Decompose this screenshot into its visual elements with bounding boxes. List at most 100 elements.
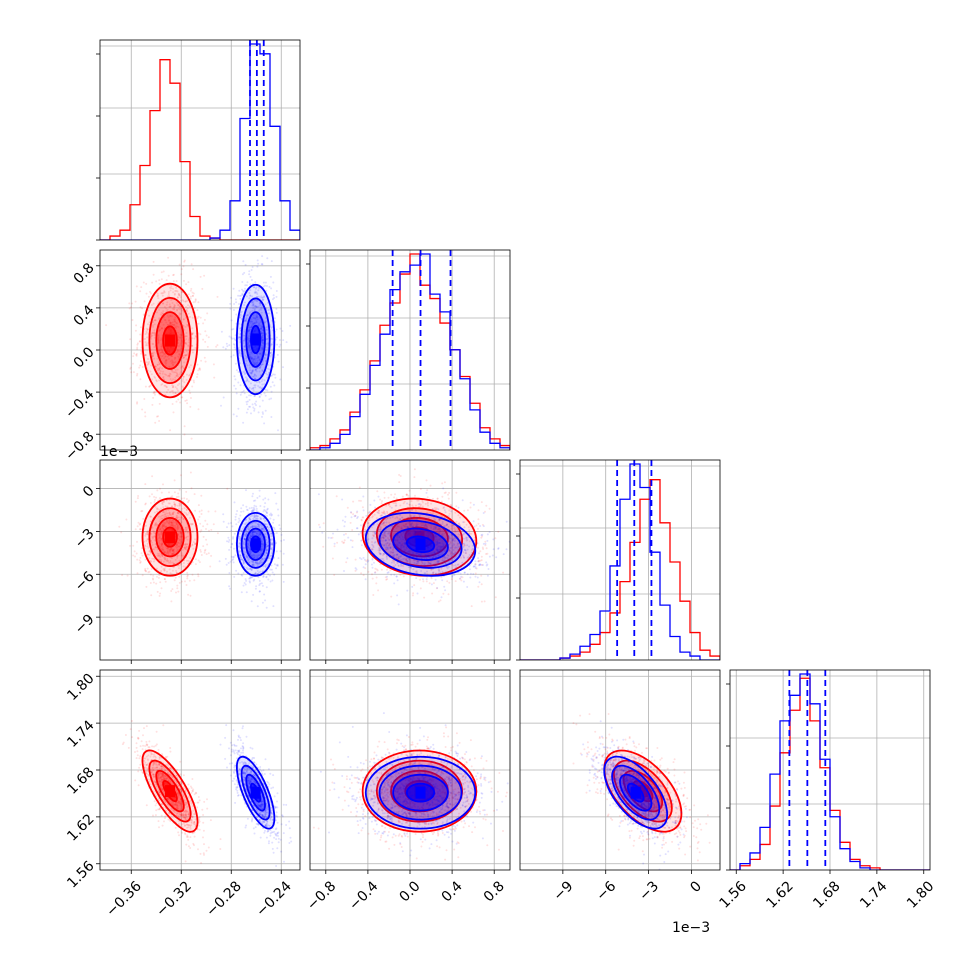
sample-point: [249, 518, 252, 521]
sample-point: [242, 562, 245, 565]
sample-point: [260, 527, 263, 530]
sample-point: [185, 358, 188, 361]
sample-point: [183, 260, 186, 263]
sample-point: [152, 560, 155, 563]
sample-point: [437, 560, 440, 563]
sample-point: [364, 528, 366, 531]
sample-point: [271, 579, 274, 582]
sample-point: [178, 538, 181, 541]
sample-point: [175, 327, 177, 330]
sample-point: [170, 524, 173, 527]
sample-point: [388, 532, 390, 535]
sample-point: [411, 517, 414, 520]
sample-point: [426, 512, 429, 514]
sample-point: [185, 283, 188, 286]
sample-point: [401, 535, 404, 538]
sample-point: [248, 516, 251, 519]
sample-point: [164, 361, 166, 364]
sample-point: [425, 517, 428, 520]
sample-point: [401, 538, 404, 541]
sample-point: [166, 355, 169, 358]
sample-point: [262, 510, 265, 513]
sample-point: [174, 545, 177, 548]
sample-point: [261, 336, 264, 339]
sample-point: [271, 338, 274, 340]
sample-point: [423, 596, 426, 599]
sample-point: [382, 537, 385, 540]
sample-point: [253, 553, 256, 556]
sample-point: [256, 564, 259, 567]
sample-point: [389, 517, 392, 519]
sample-point: [197, 315, 200, 318]
sample-point: [244, 287, 246, 290]
sample-point: [262, 338, 264, 341]
sample-point: [156, 415, 158, 418]
sample-point: [259, 366, 262, 369]
sample-point: [176, 389, 179, 392]
sample-point: [164, 558, 167, 560]
sample-point: [239, 554, 242, 557]
sample-point: [191, 544, 194, 547]
sample-point: [376, 536, 379, 539]
sample-point: [144, 558, 147, 561]
sample-point: [417, 499, 420, 502]
sample-point: [204, 330, 207, 333]
panel-1-1: [306, 249, 511, 451]
sample-point: [171, 302, 174, 304]
sample-point: [249, 283, 252, 286]
sample-point: [250, 326, 253, 329]
sample-point: [170, 590, 173, 592]
sample-point: [168, 323, 171, 326]
sample-point: [450, 578, 453, 581]
sample-point: [248, 568, 251, 571]
contour-line: [240, 519, 271, 569]
sample-point: [265, 515, 268, 517]
sample-point: [155, 524, 158, 527]
sample-point: [153, 357, 156, 360]
sample-point: [438, 570, 441, 573]
sample-point: [168, 561, 171, 564]
sample-point: [249, 553, 252, 555]
sample-point: [422, 524, 425, 527]
sample-point: [157, 342, 160, 345]
sample-point: [356, 515, 359, 518]
sample-point: [152, 536, 155, 539]
sample-point: [136, 372, 139, 375]
sample-point: [391, 528, 394, 531]
sample-point: [173, 524, 176, 527]
sample-point: [170, 315, 173, 318]
sample-point: [191, 291, 194, 294]
sample-point: [410, 523, 413, 526]
sample-point: [275, 307, 278, 310]
sample-point: [262, 517, 265, 520]
sample-point: [254, 357, 257, 360]
sample-point: [268, 371, 270, 374]
sample-point: [161, 517, 164, 520]
sample-point: [254, 377, 257, 380]
sample-point: [170, 548, 173, 551]
sample-point: [440, 548, 443, 551]
sample-point: [385, 504, 388, 507]
sample-point: [261, 340, 264, 343]
sample-point: [253, 364, 256, 366]
sample-point: [146, 323, 149, 326]
sample-point: [185, 546, 188, 549]
sample-point: [181, 507, 183, 510]
sample-point: [174, 320, 176, 323]
sample-point: [247, 539, 250, 542]
sample-point: [252, 359, 254, 362]
sample-point: [257, 576, 260, 579]
sample-point: [252, 302, 255, 305]
sample-point: [377, 589, 380, 592]
sample-point: [454, 566, 457, 569]
sample-point: [159, 372, 162, 375]
sample-point: [160, 530, 163, 532]
sample-point: [369, 510, 371, 513]
sample-point: [245, 579, 248, 582]
sample-point: [434, 507, 436, 509]
sample-point: [171, 495, 174, 498]
sample-point: [261, 339, 264, 342]
sample-point: [151, 537, 154, 540]
sample-point: [258, 590, 261, 593]
sample-point: [246, 508, 248, 511]
